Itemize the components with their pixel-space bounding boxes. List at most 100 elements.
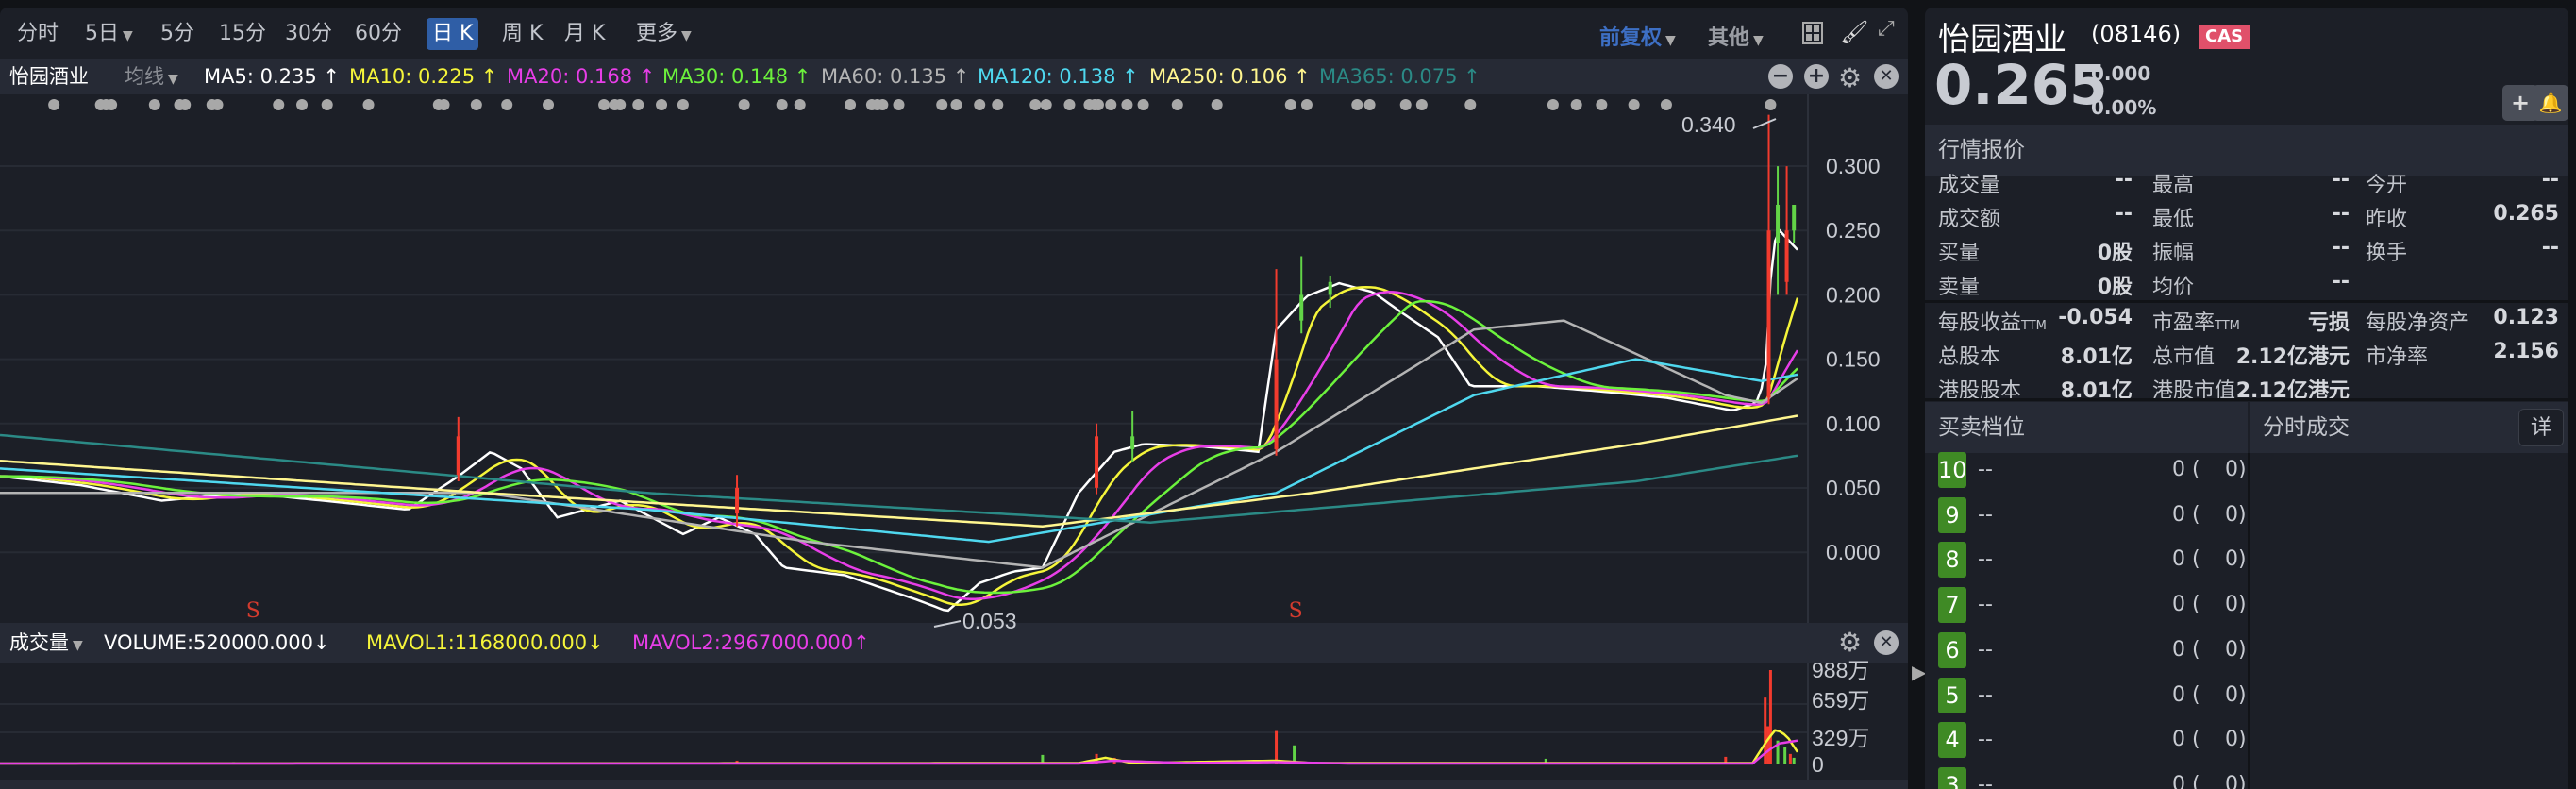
orderbook-row[interactable]: 9 -- 0 ( 0) xyxy=(1925,496,2248,535)
quote-panel: 怡园酒业 (08146) CAS 0.265 0.000 0.00% + 🔔 行… xyxy=(1925,8,2568,789)
brush-icon[interactable]: 🖌 xyxy=(1840,19,1869,45)
low-arrow-icon xyxy=(933,620,962,628)
close-icon[interactable]: ✕ xyxy=(1874,630,1899,655)
tab-1[interactable]: 5日 ▼ xyxy=(79,18,139,50)
quote-section-header: 行情报价 xyxy=(1925,125,2568,176)
event-marker xyxy=(677,99,689,110)
other-label: 其他 xyxy=(1708,26,1750,50)
tab-3[interactable]: 15分 xyxy=(213,18,272,50)
orderbook-row[interactable]: 8 -- 0 ( 0) xyxy=(1925,542,2248,579)
orderbook-row[interactable]: 10 -- 0 ( 0) xyxy=(1925,452,2248,490)
quote-label: 买量 xyxy=(1938,236,1980,266)
ma-value: MA365: 0.075 ↑ xyxy=(1319,65,1480,88)
tab-6[interactable]: 日 K xyxy=(427,18,479,50)
event-marker xyxy=(877,99,889,110)
orderbook-row[interactable]: 4 -- 0 ( 0) xyxy=(1925,722,2248,760)
volume-tick-label: 988万 xyxy=(1812,658,1869,682)
level-price: -- xyxy=(1978,637,1993,662)
chevron-down-icon: ▼ xyxy=(1665,33,1676,48)
event-marker xyxy=(893,99,905,110)
level-price: -- xyxy=(1978,728,1993,752)
quote-label: 每股收益TTM xyxy=(1938,306,2047,336)
level-qty: 0 ( xyxy=(2172,502,2200,527)
event-marker xyxy=(1765,99,1777,110)
zoom-in-icon[interactable]: + xyxy=(1804,64,1829,89)
ma-legend-row: 怡园酒业 均线 ▼ MA5: 0.235 ↑ MA10: 0.225 ↑ MA20: … xyxy=(0,59,1908,94)
ma-line-ma120 xyxy=(0,358,1798,544)
tab-7[interactable]: 周 K xyxy=(496,18,548,50)
event-marker xyxy=(1171,99,1183,110)
event-marker xyxy=(776,99,788,110)
quote-value: -- xyxy=(2541,236,2559,260)
gear-icon[interactable]: ⚙ xyxy=(1838,62,1863,93)
orderbook-row[interactable]: 3 -- 0 ( 0) xyxy=(1925,766,2248,789)
event-marker xyxy=(179,99,192,110)
level-qty: 0 ( xyxy=(2172,682,2200,707)
tab-8[interactable]: 月 K xyxy=(559,18,611,50)
tab-0[interactable]: 分时 xyxy=(11,18,64,50)
other-dropdown[interactable]: 其他 ▼ xyxy=(1708,21,1764,51)
ma-line-ma5 xyxy=(0,228,1798,613)
adjust-dropdown[interactable]: 前复权 ▼ xyxy=(1599,21,1676,51)
y-tick-label: 0.250 xyxy=(1826,218,1881,243)
orderbook-row[interactable]: 5 -- 0 ( 0) xyxy=(1925,677,2248,715)
candle-body xyxy=(1784,230,1789,282)
alert-bell-button[interactable]: 🔔 xyxy=(2533,85,2568,121)
event-marker xyxy=(148,99,160,110)
fullscreen-icon[interactable]: ⤢ xyxy=(1878,17,1895,41)
tab-2[interactable]: 5分 xyxy=(155,18,200,50)
quote-label: 成交额 xyxy=(1938,202,2000,232)
tab-label: 更多 xyxy=(636,22,678,45)
add-watchlist-button[interactable]: + xyxy=(2502,85,2538,121)
orderbook-row[interactable]: 6 -- 0 ( 0) xyxy=(1925,631,2248,670)
tab-label: 30分 xyxy=(285,22,332,45)
level-qty: 0 ( xyxy=(2172,728,2200,752)
ttm-suffix: TTM xyxy=(2021,319,2047,333)
quote-label: 成交量 xyxy=(1938,168,2000,198)
quote-value: -- xyxy=(2332,202,2350,226)
quote-label: 换手 xyxy=(2366,236,2407,266)
quote-label-text: 成交额 xyxy=(1938,208,2001,231)
volume-indicator-dropdown[interactable]: 成交量 ▼ xyxy=(9,623,83,665)
candle-body xyxy=(1766,230,1771,398)
quote-label-text: 振幅 xyxy=(2152,242,2195,265)
tab-9[interactable]: 更多 ▼ xyxy=(630,18,697,50)
quote-label-text: 市净率 xyxy=(2366,345,2429,369)
event-marker xyxy=(48,99,60,110)
chevron-down-icon: ▼ xyxy=(1753,33,1764,48)
collapse-arrow-icon[interactable]: ▶ xyxy=(1912,661,1927,683)
ma-value: MA120: 0.138 ↑ xyxy=(978,65,1139,88)
event-marker xyxy=(1211,99,1223,110)
event-marker xyxy=(321,99,333,110)
ttm-suffix: TTM xyxy=(2215,319,2240,333)
tab-5[interactable]: 60分 xyxy=(349,18,408,50)
level-count: 0) xyxy=(2225,458,2247,481)
quote-value: 0股 xyxy=(2097,276,2133,299)
close-icon[interactable]: ✕ xyxy=(1874,64,1899,89)
tab-label: 5日 xyxy=(85,22,119,45)
ma-value: MA5: 0.235 ↑ xyxy=(204,65,340,88)
level-count: 0) xyxy=(2225,772,2247,789)
ma-select-dropdown[interactable]: 均线 ▼ xyxy=(125,59,178,97)
quote-value: 0股 xyxy=(2097,242,2133,265)
ma-value: MA250: 0.106 ↑ xyxy=(1149,65,1311,88)
stock-code: (08146) xyxy=(2091,21,2182,47)
quote-value: 0.123 xyxy=(2493,306,2559,329)
trades-detail-button[interactable]: 详 xyxy=(2518,409,2564,446)
price-volume-chart[interactable]: 0.300 0.250 0.200 0.150 0.100 0.050 0.000 988万 6… xyxy=(0,8,1908,789)
candle-body xyxy=(1328,281,1332,295)
quote-label-text: 昨收 xyxy=(2366,208,2408,231)
orderbook-row[interactable]: 7 -- 0 ( 0) xyxy=(1925,587,2248,625)
zoom-out-icon[interactable]: − xyxy=(1768,64,1793,89)
event-marker xyxy=(1547,99,1559,110)
volume-value: MAVOL2:2967000.000↑ xyxy=(632,631,870,654)
level-badge: 6 xyxy=(1938,631,1966,668)
tab-4[interactable]: 30分 xyxy=(279,18,338,50)
event-marker xyxy=(1137,99,1149,110)
volume-label: 成交量 xyxy=(9,631,69,654)
layout-grid-icon[interactable] xyxy=(1802,22,1823,44)
level-badge: 5 xyxy=(1938,677,1966,713)
gear-icon[interactable]: ⚙ xyxy=(1838,627,1863,658)
event-marker xyxy=(992,99,1004,110)
